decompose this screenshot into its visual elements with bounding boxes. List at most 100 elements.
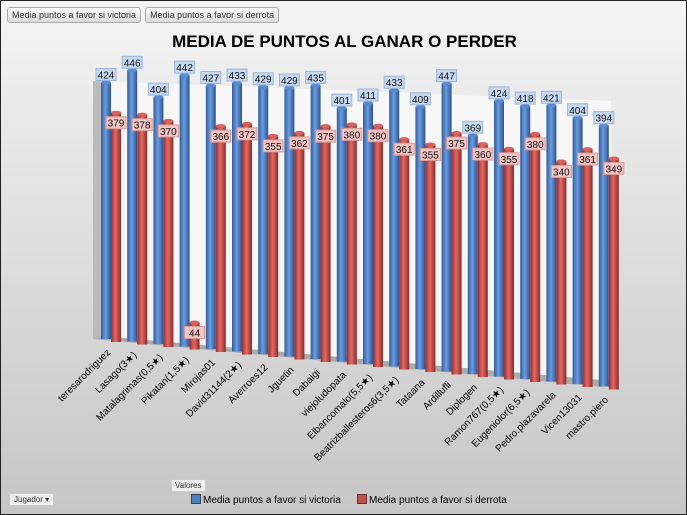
data-label-bg [341,127,363,141]
bar-top [189,320,200,325]
bar-top [546,103,557,108]
bar-top [153,95,164,100]
bar-victoria [363,103,373,364]
legend-item-derrota: Media puntos a favor si derrota [357,494,507,506]
bar-victoria [572,117,583,384]
data-label: 379 [108,119,125,130]
data-label-bg [262,139,284,153]
bar-victoria [284,87,295,357]
bar-top [520,104,531,109]
bar-top [258,84,269,89]
data-label-bg [252,72,274,86]
data-label-bg [200,71,222,85]
bar-top [163,118,174,123]
data-label: 411 [360,91,376,102]
jugador-filter[interactable]: Jugador ▾ [9,493,55,506]
bar-top [451,131,462,135]
data-label: 370 [160,127,177,138]
field-button-victoria[interactable]: Media puntos a favor si victoria [7,7,142,23]
bar-top [242,121,252,126]
data-label-bg [419,147,441,161]
bar-victoria [520,106,531,380]
data-label-bg [157,124,179,138]
bar-top [111,110,121,115]
bar-derrota [320,126,331,362]
bar-derrota [215,126,226,352]
bar-top [598,123,609,128]
data-label-bg [184,325,206,339]
data-label: 361 [579,155,596,166]
data-label: 447 [438,72,455,83]
bar-victoria [232,83,242,352]
data-label-bg [331,93,353,107]
data-label: 361 [396,145,413,156]
bar-derrota [111,112,121,342]
data-label: 424 [491,89,508,100]
bar-derrota [399,139,410,370]
bar-top [346,122,357,127]
bar-derrota [425,144,436,372]
data-label-bg [147,82,169,96]
field-button-derrota[interactable]: Media puntos a favor si derrota [145,7,280,23]
bar-top [268,133,279,138]
bar-victoria [441,83,452,372]
data-label-bg [226,68,248,82]
data-label: 355 [422,150,439,161]
data-label: 44 [189,328,201,339]
bar-victoria [415,106,426,370]
bar-top [389,88,400,93]
data-label-bg [550,164,572,178]
data-label: 424 [98,70,115,81]
bar-derrota [608,158,619,390]
bar-top [179,73,190,78]
data-label-bg [462,120,484,134]
bar-derrota [530,133,541,382]
bar-top [582,147,593,152]
bar-victoria [546,105,557,382]
data-label-bg [367,129,389,143]
data-label-bg [131,118,153,132]
data-label: 429 [255,75,272,86]
bar-top [336,106,347,111]
bar-victoria [127,70,138,342]
legend-item-victoria: Media puntos a favor si victoria [191,494,341,506]
data-label: 404 [569,106,586,117]
valores-button[interactable]: Valores [171,479,206,492]
data-label: 435 [307,73,324,84]
bar-top [320,124,331,129]
bar-top [530,131,541,136]
data-label: 355 [501,155,518,166]
data-label: 369 [464,123,481,134]
bar-derrota [346,124,357,365]
field-buttons: Media puntos a favor si victoria Media p… [7,7,280,23]
data-label: 372 [239,130,256,141]
bar-top [425,142,436,147]
data-label-bg [121,55,143,69]
bar-top [137,112,148,117]
data-label: 433 [386,78,403,89]
data-label-bg [472,147,494,161]
bar-top [215,124,226,129]
data-label: 380 [527,140,544,151]
data-label-bg [105,116,127,130]
bar-top [467,133,478,138]
data-label-bg [393,142,415,156]
bar-derrota [242,123,252,355]
bar-derrota [137,114,148,345]
data-label: 366 [212,132,229,143]
bar-top [294,130,305,135]
data-label-bg [236,127,258,141]
bar-victoria [389,90,400,367]
legend-label: Media puntos a favor si derrota [369,495,507,506]
data-label-bg [315,129,337,143]
data-label: 404 [150,85,167,96]
data-label: 380 [370,132,387,143]
bar-derrota [582,149,593,387]
data-label-bg [603,161,625,175]
bar-top [494,98,504,103]
data-label-bg [577,152,599,166]
bar-victoria [101,82,111,339]
bar-top [441,81,452,86]
data-label: 418 [517,94,534,105]
